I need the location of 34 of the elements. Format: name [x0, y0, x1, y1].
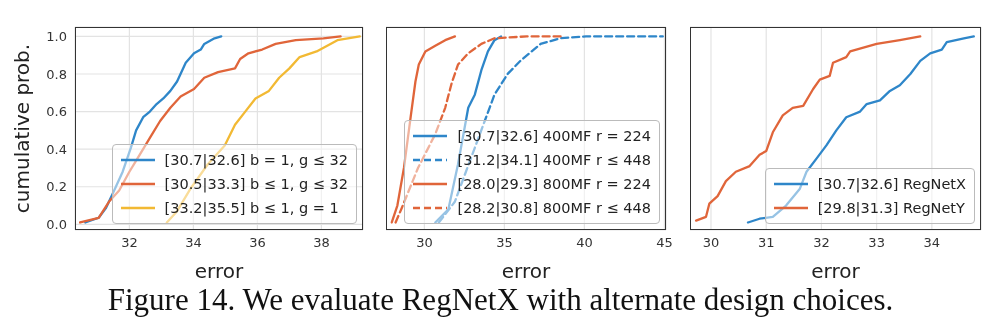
legend-label: [30.7|32.6] b = 1, g ≤ 32 [164, 151, 348, 171]
x-tick-label: 45 [656, 235, 673, 251]
x-tick-label: 36 [249, 235, 266, 251]
x-tick-label: 31 [757, 235, 775, 251]
legend-label: [28.2|30.8] 800MF r ≤ 448 [457, 199, 651, 219]
y-tick-label: 0.6 [46, 104, 67, 120]
legend-label: [28.0|29.3] 800MF r = 224 [457, 175, 651, 195]
x-tick-label: 32 [813, 235, 830, 251]
legend-label: [33.2|35.5] b ≤ 1, g = 1 [164, 199, 339, 219]
caption: Figure 14. We evaluate RegNetX with alternate design choices. [106, 282, 895, 318]
legend-label: [29.8|31.3] RegNetY [817, 199, 965, 219]
line-series [165, 35, 361, 224]
x-axis-title: error [194, 259, 244, 283]
x-tick-label: 32 [121, 235, 138, 251]
legend-label: [31.2|34.1] 400MF r ≤ 448 [457, 151, 651, 171]
x-tick-label: 38 [313, 235, 330, 251]
x-tick-label: 40 [576, 235, 593, 251]
x-tick-label: 30 [416, 235, 433, 251]
x-tick-label: 30 [702, 235, 720, 251]
y-axis-title: cumulative prob. [10, 43, 35, 214]
x-tick-label: 34 [923, 235, 941, 251]
y-tick-label: 0.8 [46, 66, 67, 82]
y-tick-label: 0.4 [46, 141, 67, 157]
legend-label: [30.7|32.6] RegNetX [817, 175, 966, 195]
x-tick-label: 33 [868, 235, 885, 251]
x-tick-label: 35 [496, 235, 513, 251]
legend-label: [30.7|32.6] 400MF r = 224 [457, 127, 651, 147]
y-tick-label: 0.0 [46, 216, 67, 232]
x-tick-label: 34 [185, 235, 202, 251]
x-axis-title: error [811, 259, 861, 283]
legend-label: [30.5|33.3] b ≤ 1, g ≤ 32 [164, 175, 348, 195]
y-tick-label: 1.0 [46, 29, 67, 45]
y-tick-label: 0.2 [46, 179, 67, 195]
x-axis-title: error [501, 259, 551, 283]
